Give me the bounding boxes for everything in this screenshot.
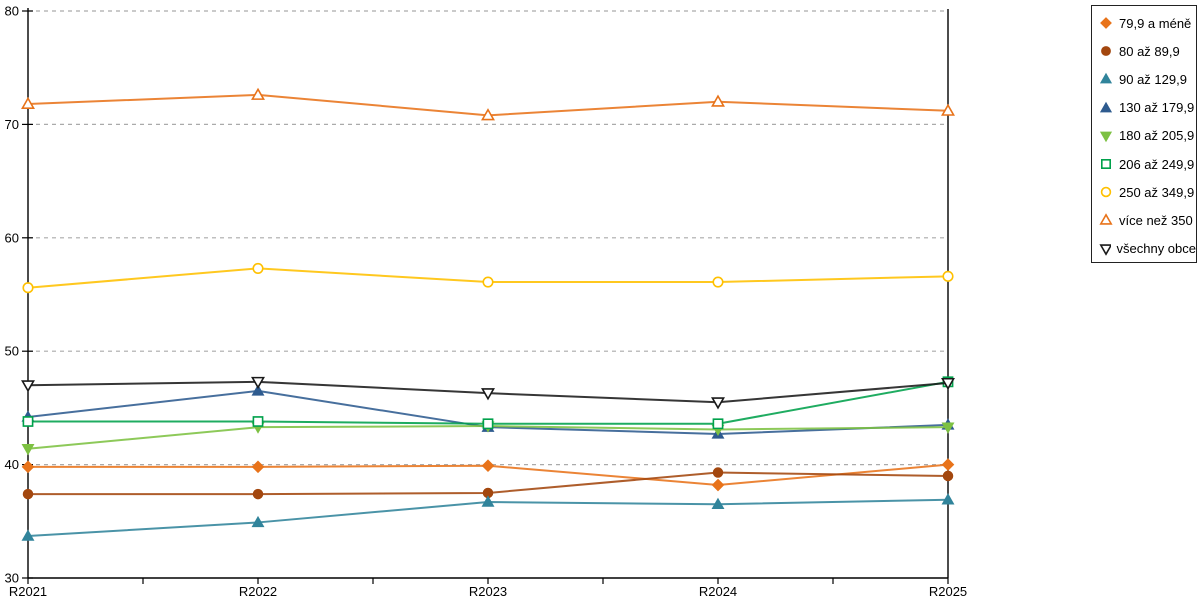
- x-tick-label: R2021: [9, 584, 47, 599]
- legend-item: více než 350: [1099, 206, 1196, 234]
- data-point-marker: [251, 384, 265, 396]
- circle-marker-icon: [1100, 186, 1112, 198]
- legend-item: všechny obce: [1099, 235, 1196, 263]
- data-point-marker: [252, 488, 264, 500]
- legend-marker-shape: [1099, 213, 1113, 226]
- legend-box: 79,9 a méně 80 až 89,9 90 až 129,9 130 až 1…: [1091, 5, 1197, 263]
- legend-item: 180 až 205,9: [1099, 122, 1196, 150]
- series-1: [21, 458, 955, 492]
- y-tick-label: 80: [5, 4, 19, 19]
- series-3: [21, 493, 955, 541]
- x-tick-label: R2024: [699, 584, 737, 599]
- data-point-marker: [941, 377, 955, 391]
- data-point-marker: [21, 96, 35, 109]
- legend-label: 180 až 205,9: [1119, 128, 1195, 144]
- legend-label: 90 až 129,9: [1119, 71, 1187, 87]
- legend-label: 130 až 179,9: [1119, 100, 1195, 116]
- x-tick-label: R2023: [469, 584, 507, 599]
- data-point-marker: [481, 388, 495, 401]
- triangle-down-marker-icon: [1099, 131, 1113, 143]
- legend-marker-shape: [1101, 159, 1111, 170]
- circle-marker-icon: [1101, 46, 1111, 57]
- series-line: [28, 380, 949, 425]
- data-point-marker: [21, 380, 35, 393]
- series-2: [22, 467, 954, 500]
- triangle-down-marker-icon: [1099, 243, 1111, 256]
- data-point-marker: [941, 422, 955, 434]
- data-point-marker: [252, 416, 264, 427]
- line-chart: 30 40 50 60 70 80 R2021 R2022 R2023 R2024 R2025: [5, 4, 968, 600]
- legend-marker-shape: [1101, 46, 1111, 57]
- legend-label: 206 až 249,9: [1119, 156, 1195, 172]
- data-point-marker: [712, 276, 724, 288]
- legend-marker-shape: [1099, 101, 1113, 113]
- data-point-marker: [941, 493, 955, 505]
- legend-label: všechny obce: [1116, 241, 1197, 257]
- triangle-up-marker-icon: [1099, 73, 1113, 84]
- legend-label: více než 350: [1119, 212, 1193, 228]
- data-point-marker: [251, 460, 265, 474]
- legend-label: 250 až 349,9: [1119, 184, 1195, 200]
- series-9: [21, 376, 955, 410]
- triangle-up-marker-icon: [1099, 101, 1113, 113]
- legend-item: 80 až 89,9: [1099, 37, 1196, 65]
- y-tick-label: 70: [5, 117, 19, 132]
- legend-label: 79,9 a méně: [1119, 15, 1192, 31]
- y-tick-label: 30: [5, 571, 19, 586]
- data-point-marker: [252, 262, 264, 274]
- diamond-marker-icon: [1100, 17, 1112, 30]
- y-tick-label: 50: [5, 344, 19, 359]
- data-point-marker: [712, 467, 724, 478]
- y-tick-label: 40: [5, 457, 19, 472]
- data-point-marker: [21, 529, 35, 541]
- series-7: [22, 262, 954, 294]
- legend-marker-shape: [1099, 73, 1113, 84]
- legend-item: 206 až 249,9: [1099, 150, 1196, 178]
- data-point-marker: [711, 397, 725, 410]
- data-point-marker: [481, 495, 495, 507]
- data-point-marker: [482, 418, 494, 430]
- data-point-marker: [711, 478, 725, 492]
- data-point-marker: [22, 488, 34, 500]
- legend-label: 80 až 89,9: [1119, 43, 1180, 59]
- legend-marker-shape: [1100, 186, 1112, 198]
- legend-marker-shape: [1099, 131, 1113, 143]
- data-point-marker: [711, 497, 725, 509]
- data-point-marker: [941, 458, 955, 471]
- data-point-marker: [22, 282, 34, 294]
- legend-item: 90 až 129,9: [1099, 65, 1196, 93]
- legend-marker-shape: [1099, 243, 1111, 256]
- data-point-marker: [482, 276, 494, 288]
- data-point-marker: [712, 418, 724, 430]
- data-point-marker: [942, 270, 954, 282]
- data-point-marker: [481, 108, 495, 121]
- y-tick-label: 60: [5, 230, 19, 245]
- data-point-marker: [941, 103, 955, 116]
- legend-marker-shape: [1100, 17, 1112, 30]
- data-point-marker: [942, 470, 954, 482]
- x-tick-label: R2025: [929, 584, 967, 599]
- square-marker-icon: [1101, 159, 1111, 170]
- data-point-marker: [251, 87, 265, 100]
- data-point-marker: [711, 94, 725, 107]
- legend-item: 79,9 a méně: [1099, 9, 1196, 37]
- series-8: [21, 87, 955, 121]
- legend-item: 250 až 349,9: [1099, 178, 1196, 206]
- series-6: [22, 376, 954, 430]
- data-point-marker: [21, 460, 35, 474]
- x-tick-label: R2022: [239, 584, 277, 599]
- data-point-marker: [481, 459, 495, 473]
- data-point-marker: [21, 444, 35, 456]
- triangle-up-marker-icon: [1099, 213, 1113, 226]
- data-point-marker: [251, 376, 265, 390]
- data-point-marker: [251, 515, 265, 528]
- data-point-marker: [22, 416, 34, 427]
- legend-item: 130 až 179,9: [1099, 94, 1196, 122]
